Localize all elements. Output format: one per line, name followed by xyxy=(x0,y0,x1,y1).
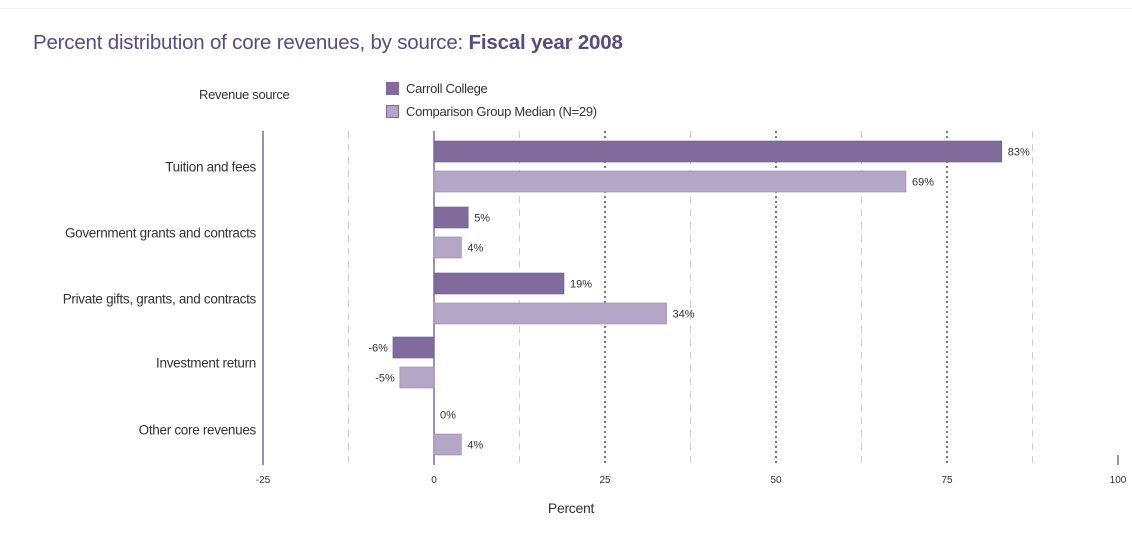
chart-title: Percent distribution of core revenues, b… xyxy=(33,31,623,55)
x-tick-label: 50 xyxy=(770,475,782,486)
category-label: Investment return xyxy=(156,356,256,371)
bar-carroll xyxy=(433,206,469,229)
value-label-comparison: 4% xyxy=(467,243,483,255)
x-tick-label: 0 xyxy=(431,475,437,486)
category-label: Private gifts, grants, and contracts xyxy=(63,292,257,307)
bar-carroll xyxy=(392,336,435,359)
value-label-carroll: -6% xyxy=(368,343,388,355)
category-label: Tuition and fees xyxy=(165,160,256,175)
legend-swatch-carroll xyxy=(386,82,399,95)
value-label-comparison: 4% xyxy=(467,440,483,452)
value-label-carroll: 19% xyxy=(570,279,592,291)
category-label: Other core revenues xyxy=(139,423,257,438)
top-divider xyxy=(0,8,1132,9)
chart-title-year: Fiscal year 2008 xyxy=(468,31,623,54)
value-label-comparison: 34% xyxy=(673,309,695,321)
y-axis-header: Revenue source xyxy=(199,87,290,102)
value-label-carroll: 0% xyxy=(440,410,456,422)
legend-item-carroll: Carroll College xyxy=(386,77,597,100)
x-axis-title: Percent xyxy=(548,500,595,516)
value-label-carroll: 83% xyxy=(1008,147,1030,159)
bar-carroll xyxy=(433,140,1003,163)
value-label-carroll: 5% xyxy=(474,213,490,225)
legend-swatch-comparison xyxy=(386,105,399,118)
value-label-comparison: 69% xyxy=(912,177,934,189)
legend: Carroll College Comparison Group Median … xyxy=(386,77,597,123)
value-label-comparison: -5% xyxy=(375,373,395,385)
chart-title-main: Percent distribution of core revenues, b… xyxy=(33,31,469,54)
bar-comparison xyxy=(433,170,907,193)
x-tick-label: 100 xyxy=(1110,475,1127,486)
bar-carroll xyxy=(433,272,565,295)
bar-comparison xyxy=(433,236,462,259)
bar-comparison xyxy=(399,366,435,389)
legend-label-comparison: Comparison Group Median (N=29) xyxy=(406,104,597,119)
legend-item-comparison: Comparison Group Median (N=29) xyxy=(386,100,597,123)
x-tick-label: 75 xyxy=(941,475,953,486)
x-tick-label: 25 xyxy=(599,475,611,486)
bar-comparison xyxy=(433,433,462,456)
bar-comparison xyxy=(433,302,667,325)
category-label: Government grants and contracts xyxy=(65,226,257,241)
x-tick-label: -25 xyxy=(256,475,271,486)
legend-label-carroll: Carroll College xyxy=(406,81,488,96)
